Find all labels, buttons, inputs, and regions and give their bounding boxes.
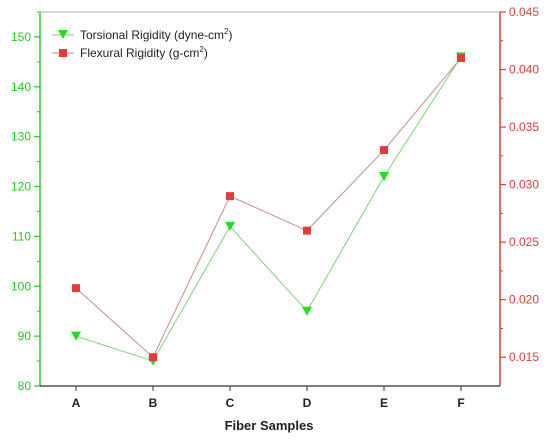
x-tick-label: E <box>380 396 388 410</box>
data-point-flexural <box>149 353 157 362</box>
legend-label-flexural: Flexural Rigidity (g-cm2) <box>80 45 208 60</box>
y-left-tick-label: 150 <box>11 30 31 44</box>
x-tick-label: A <box>72 396 81 410</box>
x-tick-label: B <box>149 396 158 410</box>
data-point-flexural <box>457 54 465 63</box>
data-point-torsional <box>379 172 389 182</box>
series-line-torsional <box>75 56 462 362</box>
y-left-tick-label: 120 <box>11 180 31 194</box>
y-left-tick-label: 80 <box>18 379 32 393</box>
data-point-torsional <box>71 331 81 341</box>
data-point-flexural <box>226 192 234 201</box>
y-right-tick-label: 0.030 <box>509 178 539 192</box>
x-tick-label: C <box>226 396 235 410</box>
y-left-tick-label: 100 <box>11 279 31 293</box>
y-left-tick-label: 110 <box>12 229 31 243</box>
x-tick-label: D <box>303 396 312 410</box>
y-left-tick-label: 130 <box>11 130 31 144</box>
y-right-tick-label: 0.045 <box>509 5 539 19</box>
y-right-tick-label: 0.020 <box>509 293 539 307</box>
y-left-tick-label: 140 <box>11 80 31 94</box>
legend-label-torsional: Torsional Rigidity (dyne-cm2) <box>80 27 233 42</box>
x-tick-label: F <box>457 396 464 410</box>
x-axis-label: Fiber Samples <box>225 418 314 433</box>
y-right-tick-label: 0.025 <box>509 235 539 249</box>
y-left-tick-label: 90 <box>18 329 32 343</box>
data-point-flexural <box>380 146 388 155</box>
y-right-tick-label: 0.015 <box>509 350 539 364</box>
y-right-tick-label: 0.040 <box>509 63 539 77</box>
series-line-flexural <box>75 57 462 359</box>
legend-marker-torsional <box>58 30 68 39</box>
data-point-flexural <box>303 226 311 235</box>
data-point-torsional <box>225 221 235 231</box>
data-point-torsional <box>302 306 312 316</box>
y-right-tick-label: 0.035 <box>509 120 539 134</box>
legend-marker-flexural <box>59 49 67 57</box>
legend: Torsional Rigidity (dyne-cm2) Flexural R… <box>52 27 233 60</box>
chart-marks: 80 90 100 110 120 130 140 150 0.015 0.020 0.025 0.0… <box>11 5 539 410</box>
data-point-flexural <box>72 284 80 293</box>
